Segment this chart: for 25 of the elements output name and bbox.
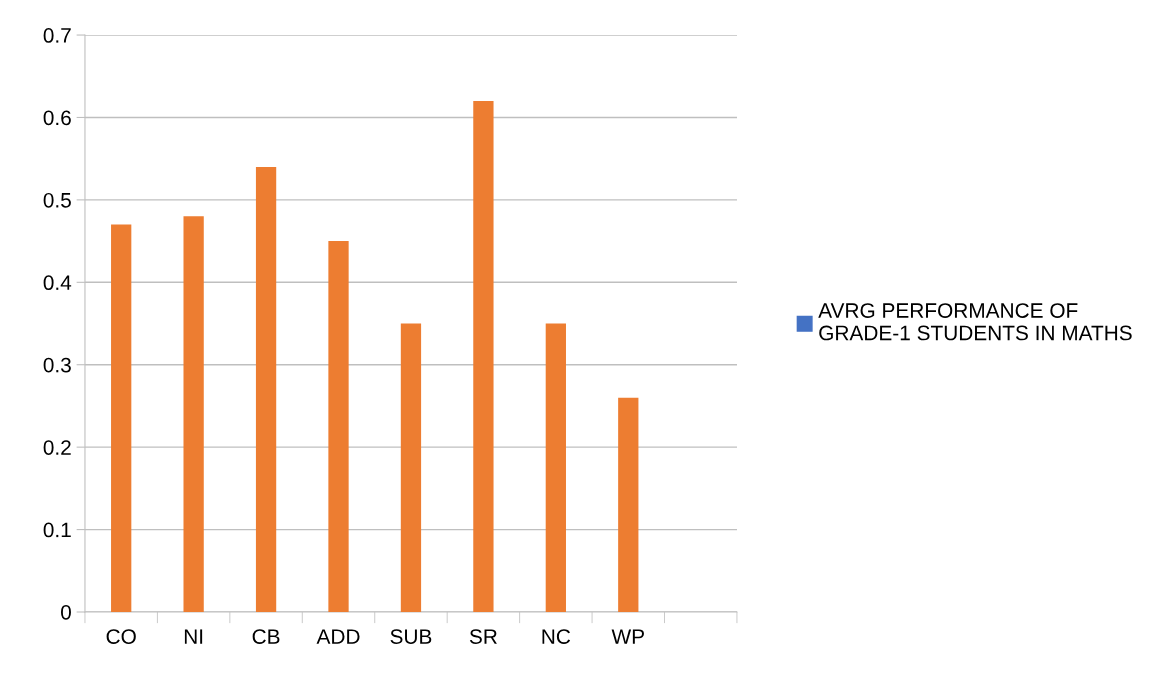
y-tick-label: 0.1 [43,522,71,538]
bar [255,166,277,612]
text: AVRG PERFORMANCE OF GRADE-1 STUDENTS IN MATHS [818,303,1132,341]
y-tick-label: 0.5 [43,192,71,208]
bar [545,323,566,612]
y-tick-label: 0.2 [43,440,71,455]
y-tick-label: 0.3 [43,357,71,373]
x-tick-label: NC [542,629,571,644]
y-tick-label: 0 [61,604,71,620]
bar [473,100,494,612]
bar [400,323,422,612]
bar [328,241,349,612]
x-tick-label: CO [106,629,136,644]
bar [183,216,204,612]
x-tick-label: WP [611,629,644,644]
bar [618,397,639,612]
y-tick-label: 0.4 [43,275,72,291]
y-tick-label: 0.7 [43,28,71,43]
x-tick-label: SUB [390,629,432,644]
x-tick-label: NI [184,629,203,644]
x-tick-label: SR [469,629,497,644]
x-tick-label: ADD [316,629,360,644]
y-tick-label: 0.6 [43,110,71,126]
x-tick-label: CB [252,629,280,644]
bar [111,224,132,612]
